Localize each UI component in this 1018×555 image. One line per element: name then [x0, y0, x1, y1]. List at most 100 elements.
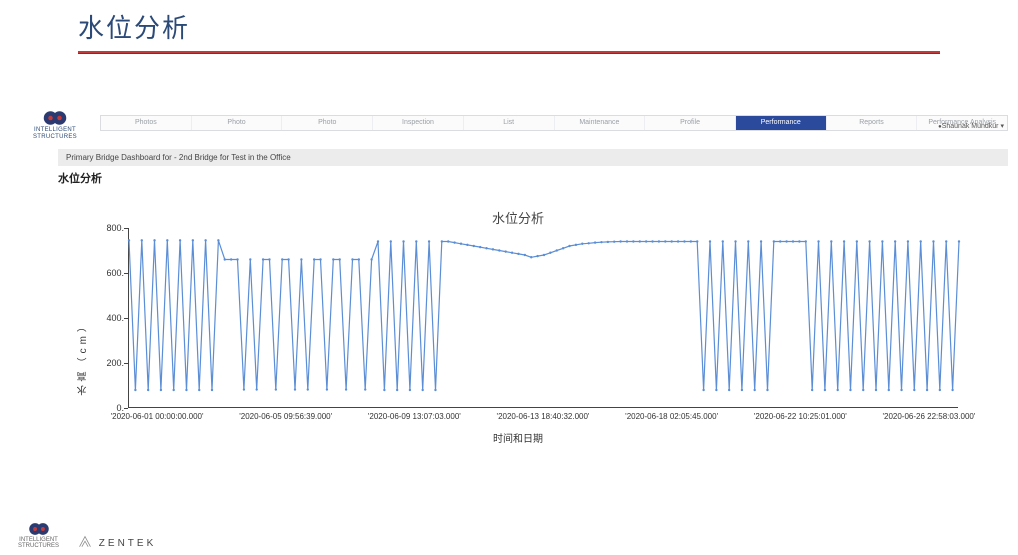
chart-marker [600, 241, 602, 243]
chart-title: 水位分析 [58, 208, 978, 227]
nav-tab-inspection[interactable]: Inspection [373, 116, 464, 130]
nav-tab-reports[interactable]: Reports [827, 116, 918, 130]
chart-marker [562, 247, 564, 249]
chart-marker [460, 243, 462, 245]
footer-logo-text2: STRUCTURES [18, 543, 59, 549]
chart-marker [645, 240, 647, 242]
x-tick-label: '2020-06-18 02:05:45.000' [625, 412, 718, 421]
chart-marker [428, 240, 430, 242]
chart-marker [198, 389, 200, 391]
chart-series-line [129, 240, 959, 390]
chart-marker [396, 389, 398, 391]
chart-marker [326, 388, 328, 390]
chart-marker [728, 389, 730, 391]
chart-marker [364, 388, 366, 390]
chart-marker [581, 243, 583, 245]
x-tick-label: '2020-06-26 22:58:03.000' [882, 412, 975, 421]
chart-marker [945, 240, 947, 242]
brand-logo-icon [40, 109, 70, 127]
y-tick-mark [124, 273, 128, 274]
chart-marker [594, 241, 596, 243]
chart-marker [785, 240, 787, 242]
chart-svg [129, 228, 959, 408]
nav-tab-photos[interactable]: Photos [101, 116, 192, 130]
x-tick-label: '2020-06-13 18:40:32.000' [497, 412, 590, 421]
chart-marker [798, 240, 800, 242]
chart-marker [587, 242, 589, 244]
brand-logo-text1: INTELLIGENT [34, 127, 76, 134]
chart-marker [128, 239, 130, 241]
chart-marker [888, 389, 890, 391]
chart-marker [453, 241, 455, 243]
chart-marker [868, 240, 870, 242]
chart-marker [511, 252, 513, 254]
chart-marker [690, 240, 692, 242]
chart-marker [670, 240, 672, 242]
chart-marker [530, 256, 532, 258]
chart-marker [664, 240, 666, 242]
y-tick-label: 800. [98, 223, 124, 233]
chart-marker [160, 389, 162, 391]
chart-marker [307, 388, 309, 390]
chart-marker [696, 240, 698, 242]
y-tick-label: 200. [98, 358, 124, 368]
chart-marker [830, 240, 832, 242]
chart-marker [345, 388, 347, 390]
breadcrumb: Primary Bridge Dashboard for - 2nd Bridg… [58, 149, 1008, 166]
chart-marker [204, 239, 206, 241]
chart-marker [179, 239, 181, 241]
y-tick-mark [124, 408, 128, 409]
chart-marker [473, 245, 475, 247]
chart-marker [485, 247, 487, 249]
nav-tabs: PhotosPhotoPhotoInspectionListMaintenanc… [100, 115, 1008, 131]
chart: 水位分析 水高（cm） 时间和日期 0.200.400.600.800. '20… [58, 208, 978, 458]
chart-marker [556, 249, 558, 251]
chart-marker [268, 258, 270, 260]
chart-marker [434, 389, 436, 391]
chart-marker [753, 389, 755, 391]
chart-marker [747, 240, 749, 242]
chart-marker [932, 240, 934, 242]
chart-marker [524, 254, 526, 256]
chart-marker [409, 389, 411, 391]
chart-marker [275, 388, 277, 390]
chart-marker [824, 389, 826, 391]
chart-marker [466, 244, 468, 246]
footer-logo-icon [26, 521, 52, 537]
nav-tab-photo[interactable]: Photo [282, 116, 373, 130]
chart-marker [881, 240, 883, 242]
chart-marker [811, 389, 813, 391]
chart-marker [613, 241, 615, 243]
chart-marker [926, 389, 928, 391]
chart-marker [287, 258, 289, 260]
chart-marker [843, 240, 845, 242]
brand-logo: INTELLIGENT STRUCTURES [10, 109, 100, 141]
chart-marker [332, 258, 334, 260]
chart-marker [153, 239, 155, 241]
nav-tab-performance[interactable]: Performance [736, 116, 827, 130]
nav-tab-maintenance[interactable]: Maintenance [555, 116, 646, 130]
chart-marker [792, 240, 794, 242]
page-title: 水位分析 [0, 0, 1018, 51]
chart-marker [358, 258, 360, 260]
footer-logo-is: INTELLIGENT STRUCTURES [18, 521, 59, 549]
footer-logos: INTELLIGENT STRUCTURES ZENTEK [18, 521, 156, 549]
nav-tab-photo[interactable]: Photo [192, 116, 283, 130]
chart-marker [913, 389, 915, 391]
chart-marker [383, 389, 385, 391]
chart-marker [319, 258, 321, 260]
chart-marker [249, 258, 251, 260]
chart-marker [702, 389, 704, 391]
chart-marker [760, 240, 762, 242]
chart-marker [313, 258, 315, 260]
chart-marker [370, 258, 372, 260]
chart-marker [504, 250, 506, 252]
y-tick-label: 400. [98, 313, 124, 323]
chart-marker [715, 389, 717, 391]
nav-tab-list[interactable]: List [464, 116, 555, 130]
chart-marker [479, 246, 481, 248]
chart-marker [185, 389, 187, 391]
chart-marker [607, 241, 609, 243]
nav-tab-profile[interactable]: Profile [645, 116, 736, 130]
user-dropdown[interactable]: Shaunak Mundkur [938, 122, 1004, 130]
